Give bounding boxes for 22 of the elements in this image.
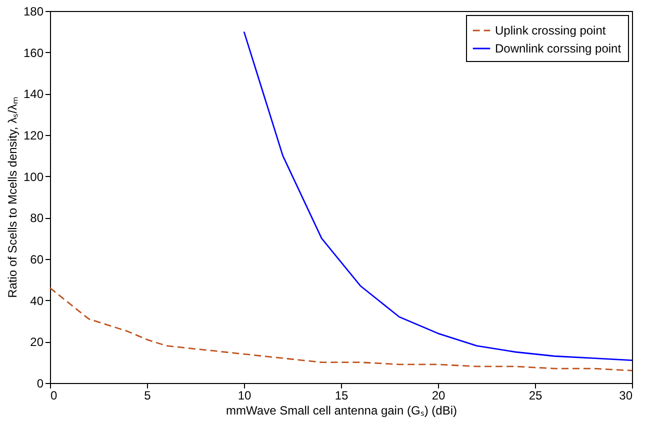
x-tick-label: 20: [432, 388, 446, 402]
x-tick-label: 5: [144, 388, 152, 402]
y-tick-label: 60: [30, 252, 44, 266]
x-tick-label: 0: [50, 388, 58, 402]
y-tick-label: 140: [23, 87, 44, 102]
y-tick-label: 160: [23, 46, 44, 60]
legend-label: Uplink crossing point: [495, 24, 606, 38]
x-tick-label: 30: [619, 388, 633, 402]
y-tick-label: 120: [23, 128, 44, 142]
y-tick-label: 40: [30, 294, 44, 308]
x-tick-label: 25: [528, 388, 542, 402]
y-axis-title: Ratio of Scells to Mcells density, λₛ/λₘ: [5, 97, 20, 298]
legend-label: Downlink corssing point: [495, 42, 622, 56]
line-series: [49, 287, 633, 372]
x-axis-title: mmWave Small cell antenna gain (Gₛ) (dBi): [226, 404, 457, 418]
y-tick-label: 0: [36, 376, 44, 390]
y-tick-label: 180: [23, 4, 44, 18]
y-tick-label: 20: [30, 335, 44, 350]
y-tick-label: 100: [23, 170, 44, 184]
x-tick-label: 10: [238, 388, 252, 402]
x-tick-label: 15: [334, 388, 348, 402]
y-tick-label: 80: [30, 211, 44, 226]
